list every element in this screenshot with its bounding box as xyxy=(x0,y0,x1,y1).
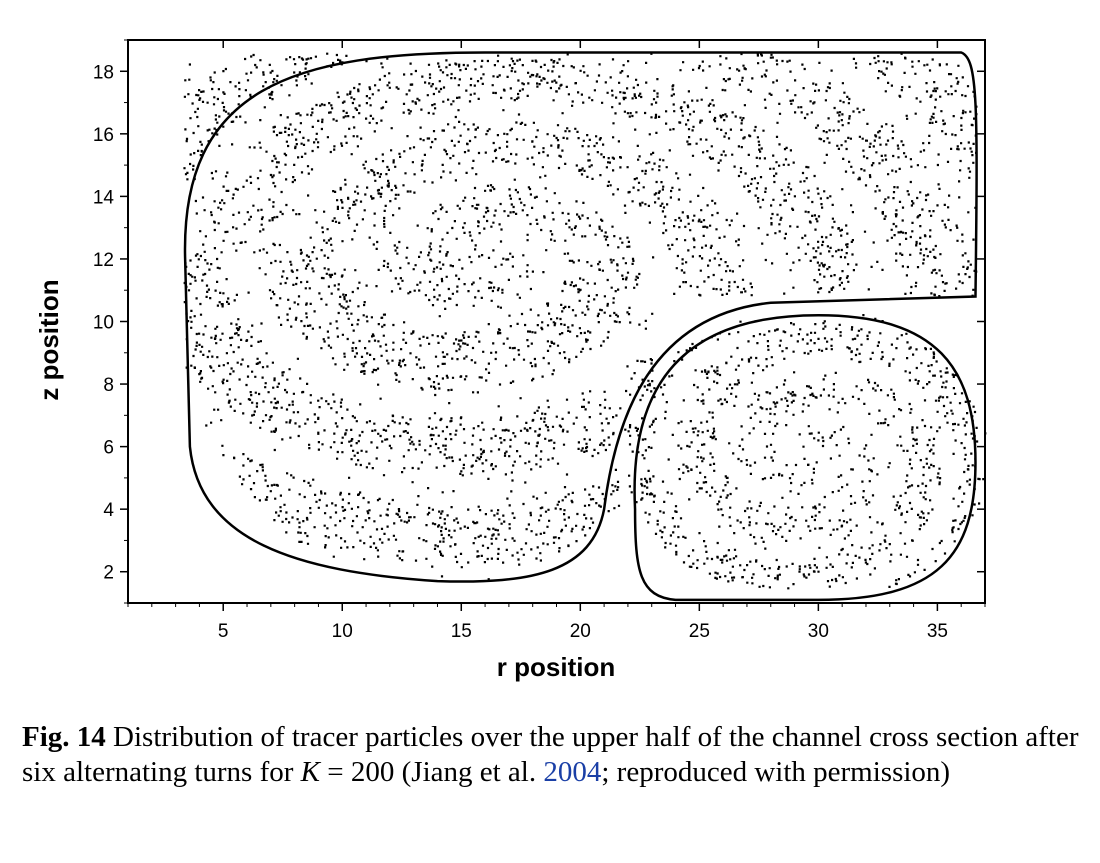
y-tick-label: 8 xyxy=(103,375,114,396)
caption-k-symbol: K xyxy=(300,756,321,788)
x-tick-label: 5 xyxy=(218,621,229,642)
caption-k-value: = 200 (Jiang et al. xyxy=(320,756,537,788)
x-tick-label: 15 xyxy=(451,621,472,642)
y-axis-ticks: 2 4 6 8 10 12 14 16 18 xyxy=(93,39,985,604)
x-tick-label: 30 xyxy=(808,621,829,642)
figure-label: Fig. 14 xyxy=(22,721,106,753)
x-axis-title: r position xyxy=(497,652,615,682)
particle-cloud xyxy=(183,51,987,602)
citation-link[interactable]: 2004 xyxy=(543,756,602,788)
y-tick-label: 2 xyxy=(103,563,114,584)
y-tick-label: 4 xyxy=(103,500,114,521)
caption-text-before-k: Distribution of tracer particles over th… xyxy=(22,721,1079,788)
tracer-particles xyxy=(183,52,987,590)
x-axis-ticks: 5 10 15 20 25 30 35 xyxy=(127,40,986,642)
main-domain-outline xyxy=(183,51,978,583)
x-tick-label: 25 xyxy=(689,621,710,642)
figure-caption: Fig. 14 Distribution of tracer particles… xyxy=(22,720,1082,790)
y-axis-title: z position xyxy=(34,279,64,400)
plot-frame xyxy=(127,39,986,604)
x-tick-label: 35 xyxy=(927,621,948,642)
vortex-outline xyxy=(633,313,977,602)
x-tick-label: 10 xyxy=(332,621,353,642)
y-tick-label: 10 xyxy=(93,313,114,334)
caption-text-after: ; reproduced with permission) xyxy=(601,756,951,788)
x-tick-label: 20 xyxy=(570,621,591,642)
y-tick-label: 14 xyxy=(93,187,115,208)
y-tick-label: 18 xyxy=(93,62,114,83)
y-tick-label: 16 xyxy=(93,125,114,146)
y-tick-label: 6 xyxy=(103,438,114,459)
y-tick-label: 12 xyxy=(93,250,114,271)
